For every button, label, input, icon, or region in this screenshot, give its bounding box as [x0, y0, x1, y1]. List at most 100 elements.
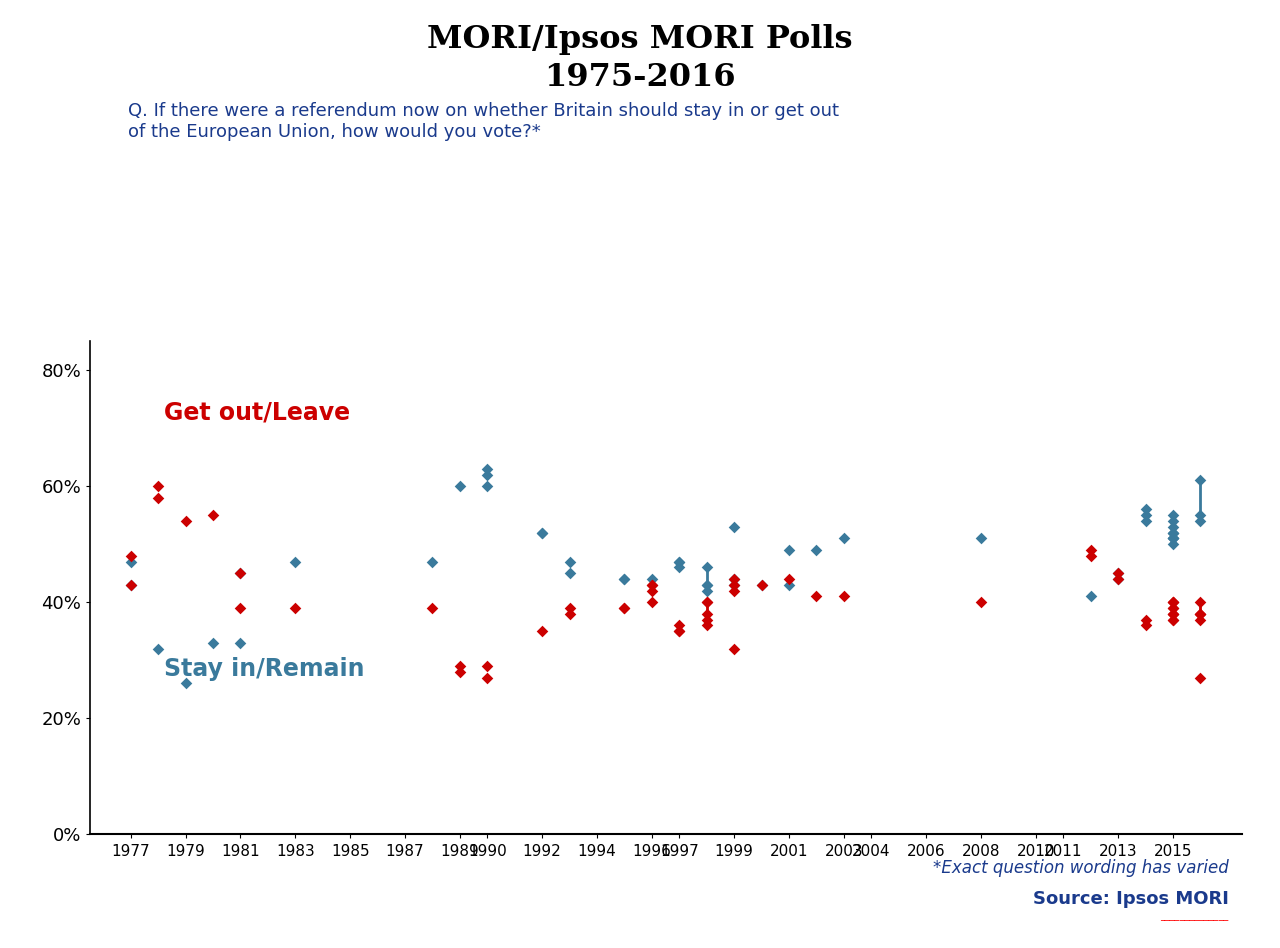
Point	[120, 548, 141, 563]
Point	[1162, 537, 1183, 552]
Text: 1975-2016: 1975-2016	[544, 62, 736, 93]
Point	[1162, 531, 1183, 546]
Point	[724, 641, 745, 656]
Point	[1190, 607, 1211, 622]
Point	[230, 566, 251, 581]
Point	[1190, 594, 1211, 610]
Point	[641, 594, 662, 610]
Point	[614, 600, 635, 615]
Point	[148, 490, 169, 505]
Point	[120, 577, 141, 592]
Point	[285, 554, 306, 569]
Point	[724, 577, 745, 592]
Point	[778, 577, 799, 592]
Point	[449, 665, 470, 680]
Point	[1190, 612, 1211, 628]
Point	[559, 600, 580, 615]
Point	[1162, 612, 1183, 628]
Point	[1162, 525, 1183, 540]
Point	[1162, 607, 1183, 622]
Point	[778, 542, 799, 557]
Point	[477, 479, 498, 494]
Point	[559, 566, 580, 581]
Point	[724, 572, 745, 587]
Point	[669, 618, 690, 633]
Point	[1162, 607, 1183, 622]
Point	[1162, 514, 1183, 529]
Point	[1135, 618, 1156, 633]
Point	[1162, 594, 1183, 610]
Point	[1162, 525, 1183, 540]
Point	[1190, 508, 1211, 523]
Point	[422, 554, 443, 569]
Point	[1162, 508, 1183, 523]
Point	[696, 577, 717, 592]
Point	[696, 612, 717, 628]
Point	[1135, 501, 1156, 517]
Point	[230, 600, 251, 615]
Point	[614, 572, 635, 587]
Point	[1080, 589, 1101, 604]
Point	[970, 594, 991, 610]
Text: ______________: ______________	[1161, 911, 1229, 921]
Point	[1108, 572, 1129, 587]
Point	[120, 554, 141, 569]
Point	[833, 531, 854, 546]
Point	[1162, 607, 1183, 622]
Point	[1162, 520, 1183, 535]
Point	[532, 624, 553, 639]
Point	[696, 560, 717, 575]
Point	[230, 635, 251, 650]
Point	[532, 525, 553, 540]
Point	[175, 514, 196, 529]
Point	[1162, 612, 1183, 628]
Point	[202, 508, 223, 523]
Point	[696, 594, 717, 610]
Point	[1162, 600, 1183, 615]
Point	[148, 479, 169, 494]
Point	[422, 600, 443, 615]
Point	[669, 624, 690, 639]
Point	[202, 635, 223, 650]
Point	[806, 589, 827, 604]
Point	[696, 577, 717, 592]
Point	[669, 554, 690, 569]
Point	[751, 577, 772, 592]
Point	[120, 577, 141, 592]
Point	[724, 583, 745, 598]
Point	[1190, 607, 1211, 622]
Text: Q. If there were a referendum now on whether Britain should stay in or get out
o: Q. If there were a referendum now on whe…	[128, 102, 838, 141]
Point	[641, 572, 662, 587]
Point	[614, 600, 635, 615]
Point	[1162, 594, 1183, 610]
Point	[477, 670, 498, 685]
Point	[696, 583, 717, 598]
Point	[724, 520, 745, 535]
Point	[532, 525, 553, 540]
Point	[1135, 514, 1156, 529]
Point	[559, 607, 580, 622]
Text: Get out/Leave: Get out/Leave	[165, 400, 351, 425]
Text: Stay in/Remain: Stay in/Remain	[165, 657, 365, 681]
Point	[1190, 473, 1211, 488]
Point	[696, 607, 717, 622]
Point	[641, 577, 662, 592]
Point	[1135, 508, 1156, 523]
Point	[285, 600, 306, 615]
Point	[696, 618, 717, 633]
Point	[1162, 600, 1183, 615]
Point	[1190, 607, 1211, 622]
Point	[724, 572, 745, 587]
Point	[1108, 566, 1129, 581]
Point	[696, 594, 717, 610]
Point	[1162, 525, 1183, 540]
Point	[449, 659, 470, 674]
Point	[477, 462, 498, 477]
Point	[724, 577, 745, 592]
Point	[641, 583, 662, 598]
Point	[148, 641, 169, 656]
Point	[778, 572, 799, 587]
Point	[641, 577, 662, 592]
Point	[669, 560, 690, 575]
Point	[230, 566, 251, 581]
